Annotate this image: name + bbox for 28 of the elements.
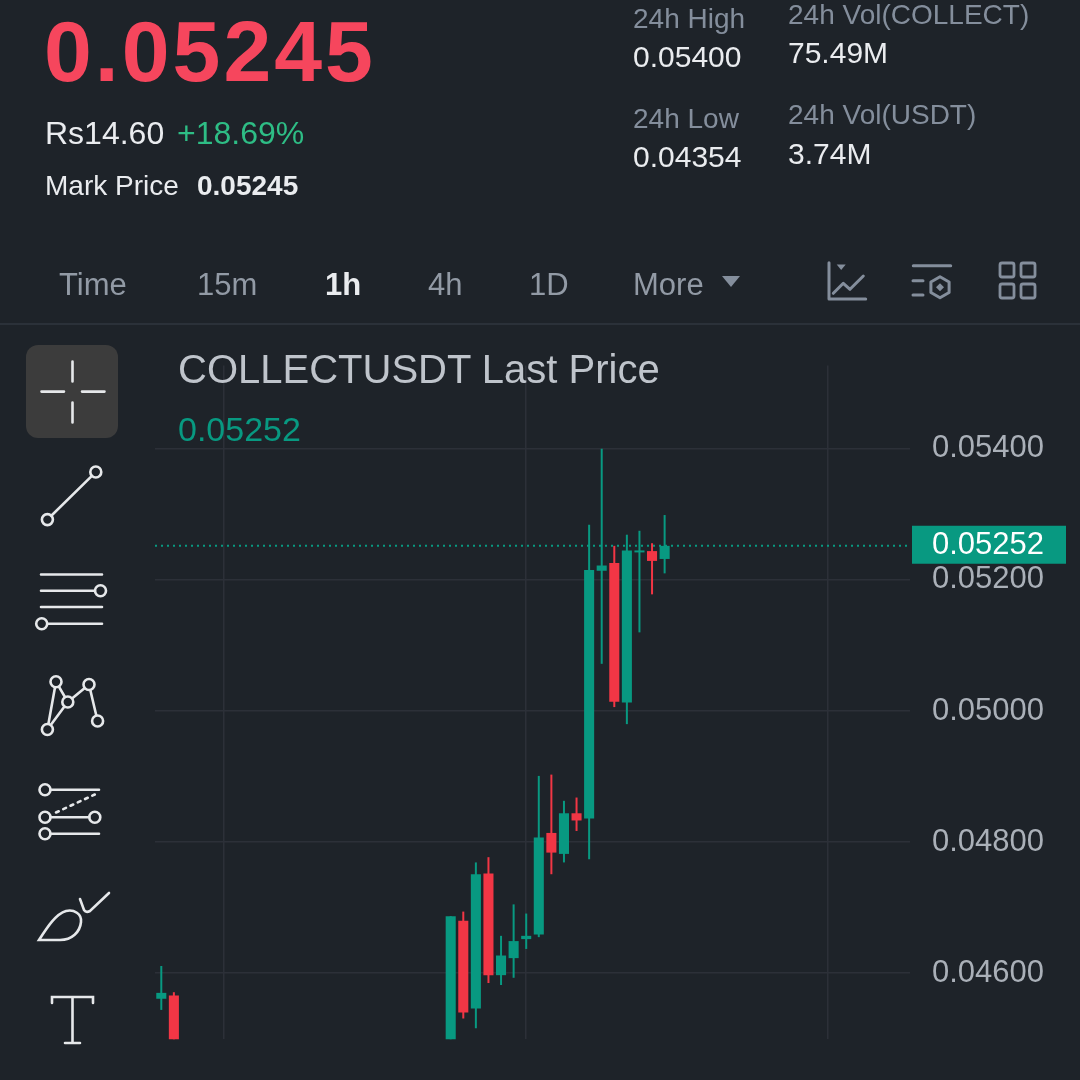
text: 24h Vol(USDT) [788, 99, 977, 130]
text: 15m [197, 267, 258, 302]
text: 0.04354 [633, 140, 742, 173]
text: Time [59, 267, 127, 302]
text: More [633, 267, 704, 302]
text: 1D [529, 267, 569, 302]
text: Mark Price [45, 170, 179, 201]
chart-title: COLLECTUSDT Last Price [178, 347, 660, 391]
y-tick-label: 0.04800 [932, 822, 1045, 858]
y-tick-label: 0.05200 [932, 560, 1045, 596]
text: 0.05400 [633, 40, 742, 73]
ref-line-label: 0.05252 [932, 526, 1045, 562]
text: 75.49M [788, 36, 889, 69]
y-tick-label: 0.05000 [932, 691, 1045, 727]
text: 0.05245 [197, 170, 299, 201]
text: 24h Vol(COLLECT) [788, 0, 1030, 30]
text: 0.05252 [178, 410, 301, 448]
text: +18.69% [177, 115, 305, 151]
candlestick [521, 913, 532, 949]
y-tick-label: 0.04600 [932, 953, 1045, 989]
text: 4h [428, 267, 463, 302]
text: 3.74M [788, 137, 872, 170]
y-tick-label: 0.05400 [932, 429, 1045, 465]
text: 1h [325, 267, 362, 302]
text: Rs14.60 [45, 115, 165, 151]
text: 24h High [633, 3, 746, 34]
text: 0.05245 [44, 3, 376, 99]
text: 24h Low [633, 103, 739, 134]
